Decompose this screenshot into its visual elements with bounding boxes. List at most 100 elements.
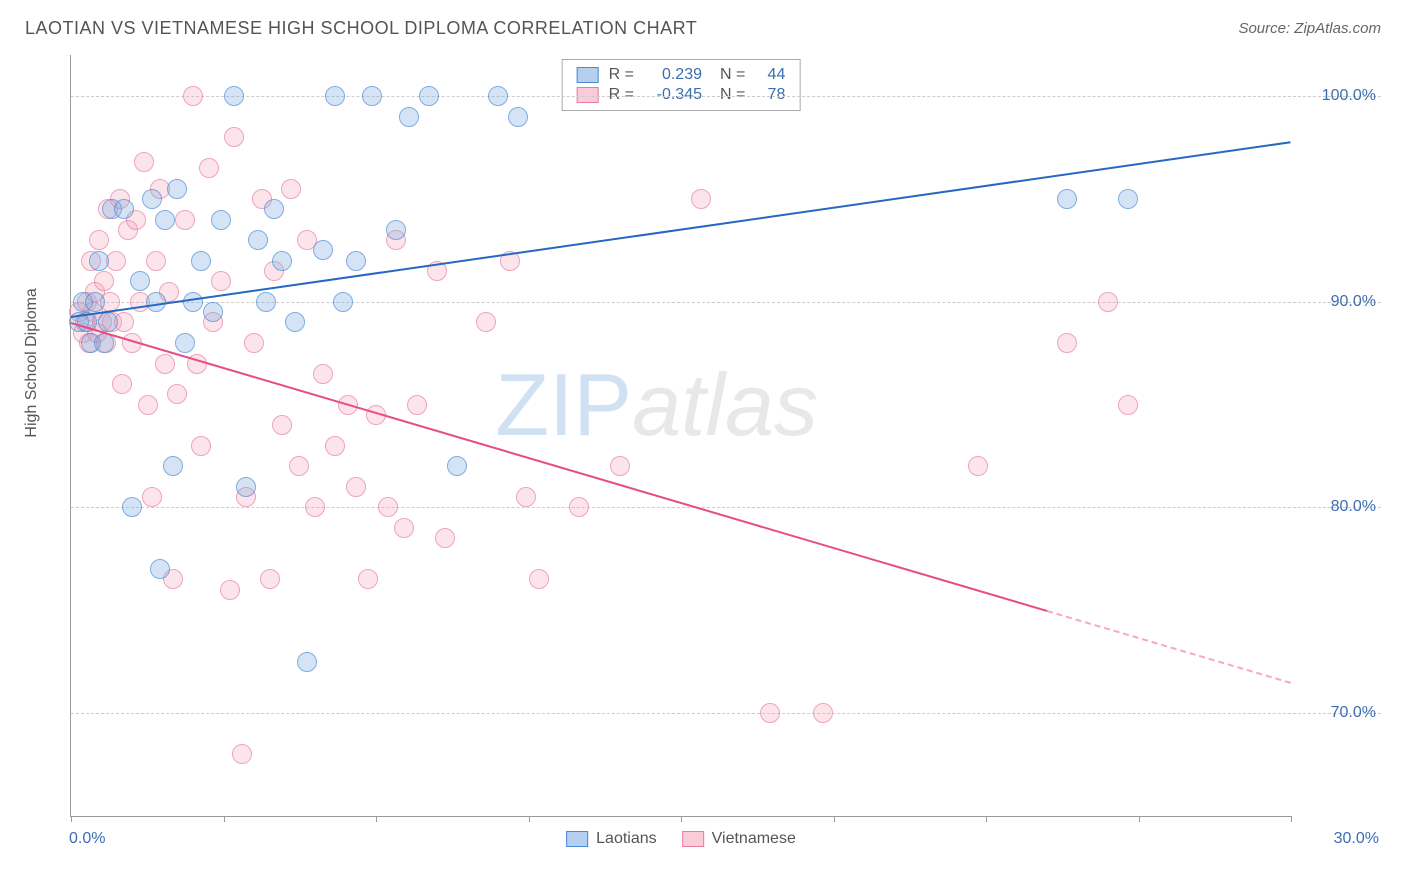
data-point-pink bbox=[146, 251, 166, 271]
data-point-pink bbox=[289, 456, 309, 476]
trend-line-pink-solid bbox=[71, 322, 1048, 612]
data-point-pink bbox=[569, 497, 589, 517]
data-point-blue bbox=[399, 107, 419, 127]
data-point-pink bbox=[407, 395, 427, 415]
x-tick bbox=[834, 816, 835, 822]
gridline bbox=[71, 96, 1381, 97]
data-point-blue bbox=[325, 86, 345, 106]
legend-swatch-blue bbox=[577, 67, 599, 83]
data-point-pink bbox=[94, 271, 114, 291]
data-point-pink bbox=[281, 179, 301, 199]
data-point-pink bbox=[760, 703, 780, 723]
data-point-pink bbox=[378, 497, 398, 517]
n-label: N = bbox=[720, 66, 745, 84]
data-point-blue bbox=[175, 333, 195, 353]
x-tick bbox=[71, 816, 72, 822]
data-point-blue bbox=[150, 559, 170, 579]
y-tick-label: 70.0% bbox=[1331, 704, 1376, 722]
data-point-blue bbox=[248, 230, 268, 250]
trend-line-pink-dash bbox=[1047, 610, 1292, 684]
data-point-blue bbox=[167, 179, 187, 199]
data-point-pink bbox=[1098, 292, 1118, 312]
x-tick bbox=[1291, 816, 1292, 822]
data-point-blue bbox=[85, 292, 105, 312]
x-tick bbox=[529, 816, 530, 822]
gridline bbox=[71, 713, 1381, 714]
x-tick bbox=[224, 816, 225, 822]
data-point-blue bbox=[89, 251, 109, 271]
data-point-pink bbox=[1118, 395, 1138, 415]
data-point-pink bbox=[476, 312, 496, 332]
data-point-blue bbox=[203, 302, 223, 322]
x-tick bbox=[376, 816, 377, 822]
data-point-pink bbox=[435, 528, 455, 548]
r-value: -0.345 bbox=[644, 86, 702, 104]
legend-row-blue: R =0.239N =44 bbox=[577, 65, 786, 85]
data-point-pink bbox=[224, 127, 244, 147]
data-point-pink bbox=[211, 271, 231, 291]
data-point-pink bbox=[358, 569, 378, 589]
data-point-pink bbox=[220, 580, 240, 600]
r-value: 0.239 bbox=[644, 66, 702, 84]
data-point-blue bbox=[313, 240, 333, 260]
data-point-blue bbox=[191, 251, 211, 271]
data-point-pink bbox=[138, 395, 158, 415]
data-point-pink bbox=[175, 210, 195, 230]
data-point-blue bbox=[256, 292, 276, 312]
data-point-blue bbox=[346, 251, 366, 271]
x-max-label: 30.0% bbox=[1334, 830, 1379, 848]
legend-item-blue: Laotians bbox=[566, 830, 657, 848]
data-point-pink bbox=[325, 436, 345, 456]
data-point-blue bbox=[130, 271, 150, 291]
data-point-blue bbox=[297, 652, 317, 672]
data-point-pink bbox=[968, 456, 988, 476]
data-point-blue bbox=[272, 251, 292, 271]
data-point-blue bbox=[386, 220, 406, 240]
x-min-label: 0.0% bbox=[69, 830, 105, 848]
data-point-blue bbox=[163, 456, 183, 476]
gridline bbox=[71, 507, 1381, 508]
data-point-blue bbox=[142, 189, 162, 209]
data-point-pink bbox=[313, 364, 333, 384]
data-point-pink bbox=[191, 436, 211, 456]
data-point-blue bbox=[224, 86, 244, 106]
data-point-pink bbox=[529, 569, 549, 589]
legend-label: Vietnamese bbox=[712, 830, 796, 848]
data-point-blue bbox=[419, 86, 439, 106]
data-point-pink bbox=[167, 384, 187, 404]
x-tick bbox=[681, 816, 682, 822]
data-point-blue bbox=[264, 199, 284, 219]
legend-label: Laotians bbox=[596, 830, 657, 848]
data-point-pink bbox=[142, 487, 162, 507]
data-point-blue bbox=[488, 86, 508, 106]
series-legend: Laotians Vietnamese bbox=[566, 830, 796, 848]
correlation-legend: R =0.239N =44R =-0.345N =78 bbox=[562, 59, 801, 111]
n-value: 44 bbox=[755, 66, 785, 84]
n-value: 78 bbox=[755, 86, 785, 104]
data-point-pink bbox=[232, 744, 252, 764]
data-point-pink bbox=[813, 703, 833, 723]
source-label: Source: ZipAtlas.com bbox=[1238, 20, 1381, 37]
data-point-pink bbox=[260, 569, 280, 589]
x-tick bbox=[1139, 816, 1140, 822]
y-tick-label: 100.0% bbox=[1322, 87, 1376, 105]
legend-swatch-pink bbox=[682, 831, 704, 847]
data-point-blue bbox=[155, 210, 175, 230]
data-point-pink bbox=[134, 152, 154, 172]
data-point-pink bbox=[244, 333, 264, 353]
data-point-pink bbox=[89, 230, 109, 250]
data-point-pink bbox=[112, 374, 132, 394]
data-point-blue bbox=[285, 312, 305, 332]
data-point-blue bbox=[211, 210, 231, 230]
n-label: N = bbox=[720, 86, 745, 104]
data-point-pink bbox=[1057, 333, 1077, 353]
data-point-pink bbox=[610, 456, 630, 476]
data-point-pink bbox=[199, 158, 219, 178]
data-point-blue bbox=[236, 477, 256, 497]
watermark: ZIPatlas bbox=[495, 354, 818, 456]
legend-row-pink: R =-0.345N =78 bbox=[577, 85, 786, 105]
data-point-blue bbox=[362, 86, 382, 106]
y-axis-title: High School Diploma bbox=[23, 288, 41, 437]
data-point-blue bbox=[98, 312, 118, 332]
y-tick-label: 90.0% bbox=[1331, 293, 1376, 311]
